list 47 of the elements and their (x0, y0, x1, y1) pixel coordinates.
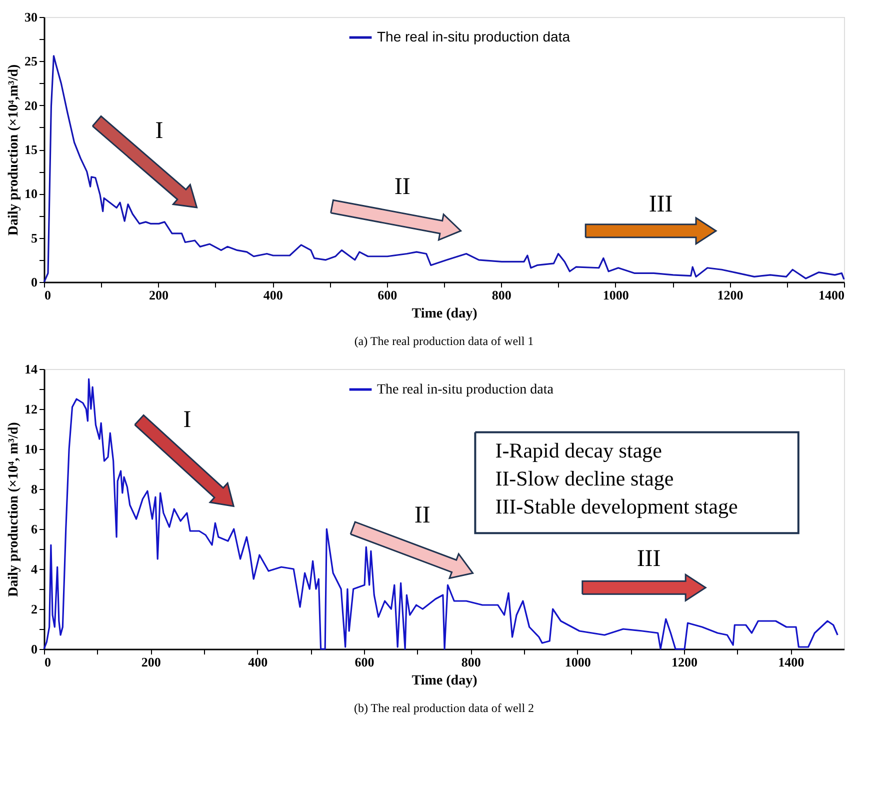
text: (b) The real production data of well 2 (354, 701, 534, 715)
y-tick-label: 25 (24, 54, 38, 69)
y-tick-label: 6 (31, 522, 38, 536)
y-axis-title: Daily production (×10⁴,m³/d) (6, 64, 22, 236)
y-tick-label: 20 (24, 98, 38, 113)
x-tick-label: 200 (149, 288, 169, 302)
y-tick-label: 14 (24, 362, 38, 376)
x-tick-label: 0 (44, 288, 51, 302)
y-tick-label: 0 (31, 274, 38, 290)
legend-label: The real in-situ production data (377, 382, 554, 398)
x-tick-label: 1000 (602, 288, 629, 302)
y-axis-title: Daily production (×10⁴, m³/d) (6, 422, 22, 597)
y-tick-label: 8 (31, 482, 38, 496)
x-tick-label: 800 (492, 288, 512, 302)
y-tick-label: 10 (24, 186, 38, 202)
legend-label: The real in-situ production data (377, 28, 570, 44)
x-axis-title: Time (day) (412, 306, 478, 322)
y-tick-label: 30 (24, 10, 38, 24)
y-tick-label: 10 (24, 442, 38, 456)
annotation: I (155, 118, 164, 144)
x-tick-label: 1200 (717, 288, 744, 302)
y-tick-label: 2 (31, 602, 38, 616)
x-axis-title: Time (day) (412, 674, 478, 688)
annotation: II (394, 174, 410, 200)
x-tick-label: 800 (461, 654, 481, 670)
x-tick-label: 1400 (818, 288, 844, 302)
y-tick-label: 0 (31, 642, 38, 656)
x-tick-label: 400 (263, 288, 283, 302)
x-tick-label: 1400 (778, 654, 804, 670)
y-tick-label: 15 (24, 142, 38, 157)
line-series (43, 378, 838, 650)
y-tick-label: 12 (24, 402, 38, 416)
annotation: III (648, 191, 673, 218)
x-tick-label: 400 (248, 654, 268, 670)
x-tick-label: 600 (354, 654, 374, 670)
annotation: I-Rapid decay stage II-Slow decline stage III-Stable development stage (495, 438, 738, 519)
x-tick-label: 1000 (564, 654, 591, 670)
annotation: III (636, 546, 661, 572)
x-tick-label: 600 (378, 288, 398, 302)
x-tick-label: 200 (141, 654, 161, 670)
text: (a) The real production data of well 1 (354, 334, 534, 348)
y-tick-label: 5 (31, 230, 38, 246)
x-tick-label: 1200 (672, 654, 698, 670)
annotation: II (414, 502, 430, 529)
x-tick-label: 0 (44, 654, 51, 670)
annotation: I (183, 406, 192, 433)
y-tick-label: 4 (31, 562, 38, 576)
